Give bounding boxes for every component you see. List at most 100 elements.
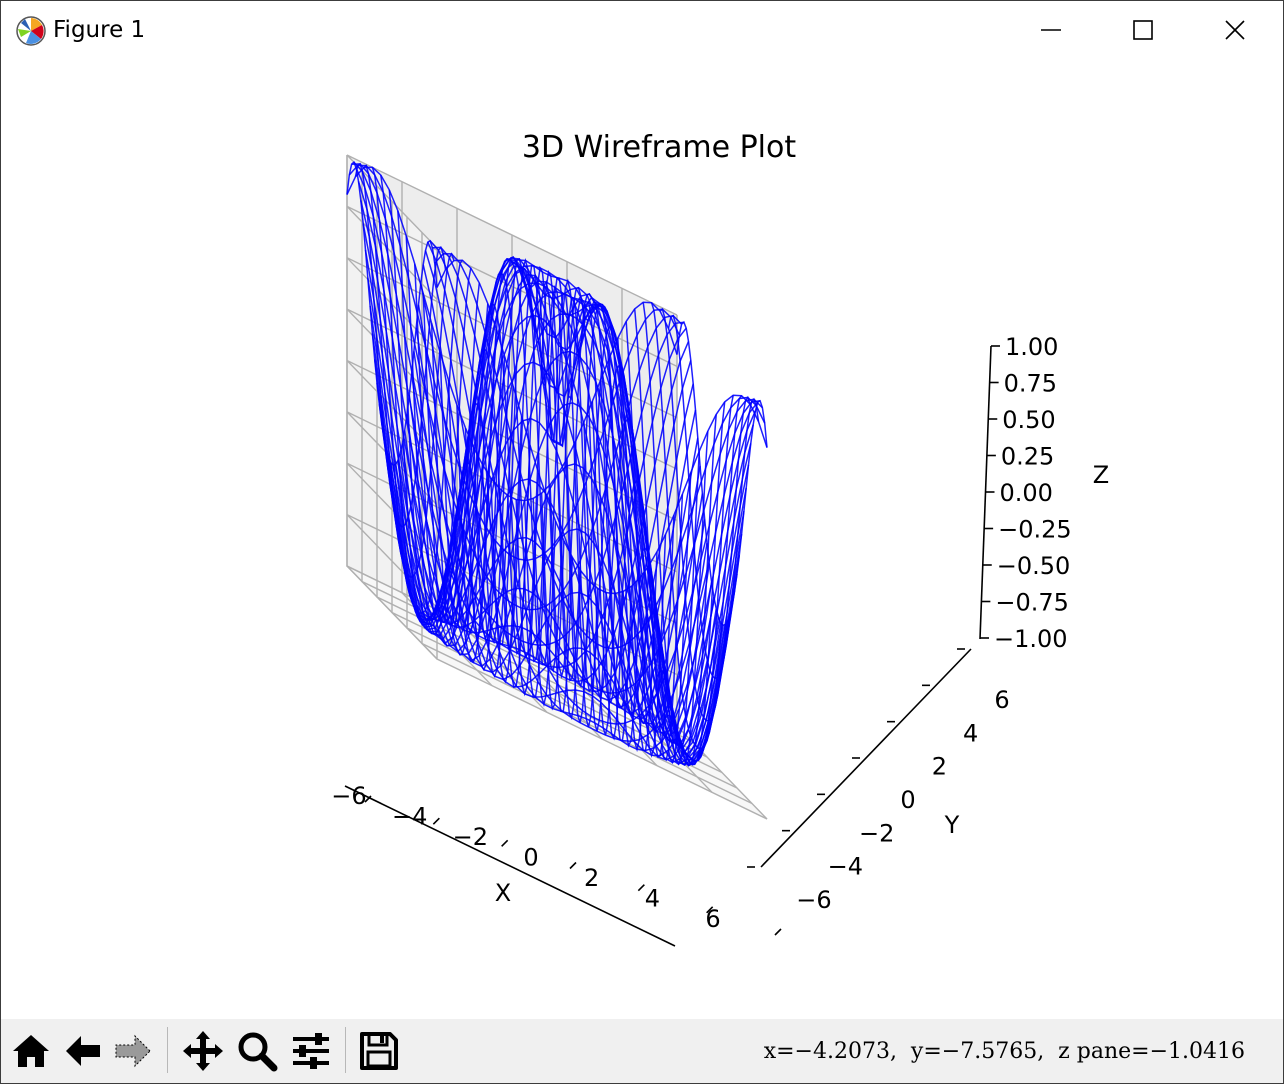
z-axis-label: Z bbox=[1093, 461, 1109, 489]
matplotlib-logo-icon bbox=[16, 16, 46, 46]
pan-icon bbox=[183, 1031, 223, 1071]
wireframe-column-line bbox=[507, 265, 599, 728]
wireframe-column-line bbox=[676, 320, 768, 627]
wireframe-column-line bbox=[515, 269, 607, 732]
wireframe-column-line bbox=[413, 263, 506, 672]
wireframe-row-line bbox=[360, 200, 692, 692]
wireframe-column-line bbox=[380, 174, 472, 635]
wireframe-column-line bbox=[557, 303, 650, 753]
wireframe-column-line bbox=[625, 321, 717, 767]
wireframe-column-line bbox=[498, 264, 591, 723]
wireframe-column-line bbox=[574, 363, 667, 758]
save-button[interactable] bbox=[357, 1029, 401, 1073]
wireframe-column-line bbox=[583, 417, 675, 758]
y-tick-label: 0 bbox=[900, 786, 915, 814]
wireframe-column-line bbox=[490, 258, 582, 721]
wireframe-column-line bbox=[346, 160, 438, 467]
z-tick-label: −0.25 bbox=[998, 516, 1072, 544]
pan-button[interactable] bbox=[181, 1029, 225, 1073]
toolbar-separator bbox=[345, 1027, 346, 1073]
maximize-button[interactable] bbox=[1097, 1, 1189, 59]
y-tick-label: −2 bbox=[859, 819, 894, 847]
z-tick-label: −0.50 bbox=[997, 552, 1071, 580]
x-tick-label: −2 bbox=[453, 823, 488, 851]
wireframe-row-line bbox=[346, 166, 678, 502]
wireframe-column-line bbox=[549, 293, 641, 748]
wireframe-column-line bbox=[633, 308, 726, 766]
forward-arrow-icon bbox=[115, 1034, 151, 1068]
wireframe-row-line bbox=[417, 304, 750, 764]
x-tick-mark bbox=[569, 861, 577, 870]
wireframe-column-line bbox=[667, 314, 760, 680]
minimize-button[interactable] bbox=[1005, 1, 1097, 59]
x-tick-label: −6 bbox=[331, 782, 366, 810]
y-tick-label: −6 bbox=[796, 886, 831, 914]
window-title: Figure 1 bbox=[53, 17, 146, 43]
navigation-toolbar: x=−4.2073, y=−7.5765, z pane=−1.0416 bbox=[1, 1019, 1283, 1083]
x-tick-label: 2 bbox=[584, 864, 599, 892]
z-tick-label: 0.00 bbox=[1000, 479, 1053, 507]
wireframe-column-line bbox=[617, 338, 709, 767]
configure-subplots-button[interactable] bbox=[289, 1029, 333, 1073]
cursor-coordinates: x=−4.2073, y=−7.5765, z pane=−1.0416 bbox=[763, 1039, 1245, 1064]
chart-title: 3D Wireframe Plot bbox=[522, 130, 796, 165]
zoom-icon bbox=[238, 1032, 278, 1072]
back-button[interactable] bbox=[61, 1029, 105, 1073]
wireframe-column-line bbox=[430, 323, 523, 684]
close-icon bbox=[1225, 20, 1245, 40]
home-icon bbox=[13, 1035, 49, 1067]
x-tick-mark bbox=[364, 795, 372, 803]
z-tick-label: 0.25 bbox=[1001, 443, 1054, 471]
forward-button[interactable] bbox=[111, 1029, 155, 1073]
x-tick-label: 0 bbox=[523, 844, 538, 872]
wireframe-column-line bbox=[659, 307, 751, 722]
configure-subplots-icon bbox=[293, 1033, 329, 1069]
title-bar[interactable]: Figure 1 bbox=[1, 1, 1283, 59]
minimize-icon bbox=[1041, 29, 1061, 31]
x-tick-mark bbox=[637, 884, 645, 892]
x-tick-mark bbox=[706, 906, 714, 914]
x-axis-label: X bbox=[495, 879, 511, 907]
wireframe-column-line bbox=[650, 302, 743, 750]
wireframe-column-line bbox=[388, 189, 481, 647]
y-tick-label: 2 bbox=[932, 753, 947, 781]
z-tick-label: 0.50 bbox=[1002, 406, 1055, 434]
x-axis-line bbox=[344, 785, 676, 947]
y-tick-label: 6 bbox=[994, 686, 1009, 714]
x-tick-mark bbox=[774, 928, 782, 936]
z-tick-label: −0.75 bbox=[995, 589, 1069, 617]
wireframe-column-line bbox=[642, 302, 734, 762]
axes-ticks: −6−4−20246−6−4−20246−1.00−0.75−0.50−0.25… bbox=[331, 333, 1072, 936]
wireframe-column-line bbox=[600, 379, 692, 765]
wireframe-column-line bbox=[371, 167, 463, 615]
wireframe-column-line bbox=[422, 293, 514, 678]
wireframe-column-line bbox=[591, 401, 684, 762]
y-axis-line bbox=[760, 648, 972, 868]
close-button[interactable] bbox=[1189, 1, 1281, 59]
y-tick-label: −4 bbox=[828, 853, 863, 881]
maximize-icon bbox=[1133, 20, 1153, 40]
z-tick-label: 0.75 bbox=[1004, 370, 1057, 398]
wireframe-column-line bbox=[397, 210, 489, 656]
wireframe-column-line bbox=[354, 162, 447, 528]
toolbar-separator bbox=[167, 1027, 168, 1073]
wireframe-column-line bbox=[439, 347, 531, 689]
back-arrow-icon bbox=[66, 1036, 100, 1066]
y-tick-label: 4 bbox=[963, 719, 978, 747]
x-tick-label: 6 bbox=[705, 905, 720, 933]
z-tick-label: 1.00 bbox=[1005, 333, 1058, 361]
x-tick-mark bbox=[432, 817, 440, 825]
z-gridline bbox=[346, 154, 678, 316]
wireframe-column-line bbox=[523, 277, 616, 736]
figure-canvas[interactable]: 3D Wireframe Plot −6 −4 −2 0 2 4 6 −6 −4 −2 0 2 4 6 −1… bbox=[1, 59, 1283, 1019]
x-tick-label: −4 bbox=[392, 803, 427, 831]
wireframe-column-line bbox=[566, 325, 658, 752]
zoom-button[interactable] bbox=[235, 1029, 279, 1073]
wireframe-column-line bbox=[608, 358, 701, 766]
wireframe-surface bbox=[346, 160, 768, 767]
wireframe-plot[interactable]: 3D Wireframe Plot −6−4−20246−6−4−20246−1… bbox=[1, 59, 1283, 1019]
y-axis-label: Y bbox=[944, 811, 960, 839]
save-icon bbox=[360, 1032, 398, 1070]
home-button[interactable] bbox=[9, 1029, 53, 1073]
